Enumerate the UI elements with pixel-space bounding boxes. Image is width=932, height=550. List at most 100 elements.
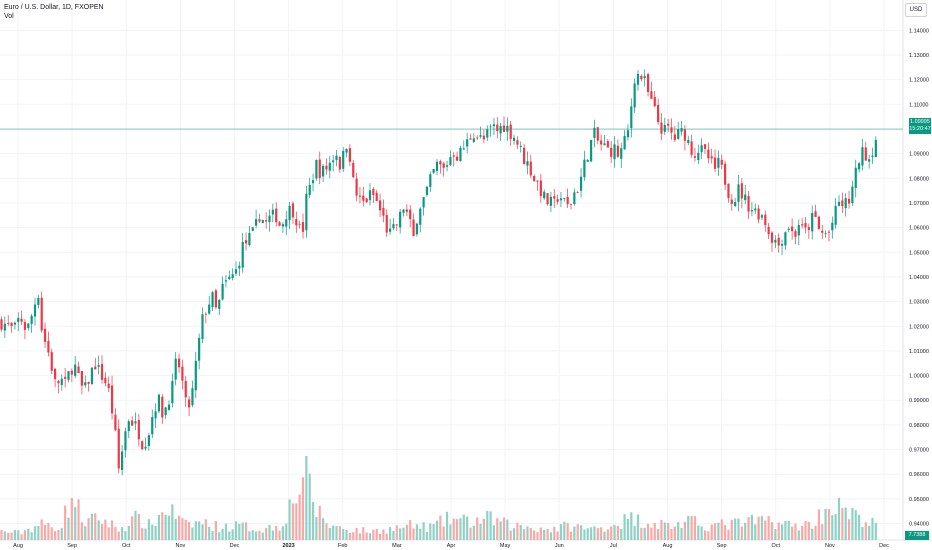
candle (97, 355, 100, 375)
volume-bar (512, 528, 516, 540)
candle (405, 204, 408, 217)
volume-bar (817, 509, 820, 540)
volume-bar (797, 530, 800, 540)
time-tick-label: Aug (13, 543, 23, 549)
candle (636, 70, 640, 91)
symbol-title[interactable]: Euro / U.S. Dollar, 1D, FXOPEN (4, 4, 104, 11)
candle (127, 419, 130, 439)
candle (519, 141, 522, 153)
volume-indicator-label[interactable]: Vol (4, 13, 14, 20)
candle (730, 194, 733, 211)
volume-bar (687, 515, 690, 540)
candle (77, 361, 80, 374)
candle (606, 139, 609, 148)
volume-bar (750, 514, 753, 540)
candle (33, 298, 37, 326)
candle (234, 261, 238, 277)
candle (315, 159, 318, 181)
volume-bar (519, 524, 522, 540)
volume-bar (774, 529, 777, 540)
candle (462, 140, 465, 150)
candle (579, 168, 583, 198)
volume-bar (308, 473, 311, 540)
candle (348, 144, 351, 167)
volume-bar (422, 522, 425, 540)
candle (392, 217, 395, 231)
volume-bar (54, 531, 57, 540)
candle (23, 319, 27, 340)
time-tick-label: Jul (610, 543, 617, 549)
volume-bar (703, 530, 707, 540)
candle (281, 222, 284, 233)
time-axis[interactable]: Aug Sep Oct Nov Dec 2023 Feb Mar Apr May Jun Jul Aug… (13, 543, 889, 549)
volume-bar (526, 526, 529, 540)
time-tick-label: Oct (122, 543, 131, 549)
candle (194, 351, 197, 399)
volume-bar (17, 530, 20, 540)
price-tick-label: 1.01000 (909, 349, 929, 355)
volume-bar (275, 525, 278, 540)
volume-bar (3, 531, 6, 540)
candle (499, 122, 502, 141)
volume-bar (754, 524, 757, 540)
volume-bar (345, 529, 348, 540)
volume-bar (462, 514, 465, 540)
currency-button[interactable]: USD (905, 3, 927, 17)
volume-bar (831, 515, 834, 540)
volume-bar (318, 505, 321, 540)
volume-bar (606, 529, 609, 540)
candle (204, 311, 207, 324)
volume-bar (506, 519, 509, 540)
candle (797, 219, 800, 246)
volume-bar (593, 526, 596, 540)
candle (868, 154, 871, 169)
volume-bar (469, 527, 472, 540)
volume-bar (854, 510, 857, 540)
volume-bar (811, 528, 814, 540)
volume-bar (23, 530, 27, 540)
volume-bar (476, 517, 479, 540)
volume-bar (787, 520, 790, 540)
candle (174, 352, 177, 386)
volume-bar (824, 508, 827, 540)
candle (107, 376, 110, 393)
time-tick-label: Aug (663, 543, 673, 549)
volume-bar (204, 519, 207, 540)
candle (717, 150, 720, 176)
candle (372, 187, 375, 204)
volume-bar (556, 531, 559, 540)
volume-bar (248, 531, 251, 540)
volume-bar (429, 523, 432, 540)
volume-bar (673, 526, 676, 540)
volume-bar (419, 528, 422, 540)
candle (640, 74, 643, 82)
candle (70, 368, 73, 382)
volume-bar (288, 499, 291, 540)
volume-bar (874, 522, 877, 540)
candle (40, 291, 43, 333)
volume-bar (64, 505, 67, 540)
price-axis[interactable]: 0.94000 0.95000 0.96000 0.97000 0.98000 0.990… (909, 28, 929, 527)
volume-bar (717, 522, 720, 540)
volume-bar (325, 523, 328, 540)
volume-bar (452, 518, 455, 540)
time-tick-label: May (500, 543, 511, 549)
price-tick-label: 1.02000 (909, 324, 929, 330)
candle (610, 141, 613, 163)
candle (47, 331, 50, 357)
candle (114, 408, 117, 432)
volume-bar (724, 525, 727, 540)
volume-bar (134, 510, 137, 540)
volume-bar (117, 531, 120, 540)
volume-bar (740, 526, 743, 540)
candle (841, 192, 844, 214)
volume-bar (57, 529, 60, 540)
candle (389, 218, 392, 235)
candle (141, 440, 144, 451)
volume-bar (67, 517, 70, 540)
volume-bar (322, 518, 325, 540)
volume-bar (60, 527, 63, 540)
candle (770, 231, 774, 252)
candle (486, 125, 489, 142)
